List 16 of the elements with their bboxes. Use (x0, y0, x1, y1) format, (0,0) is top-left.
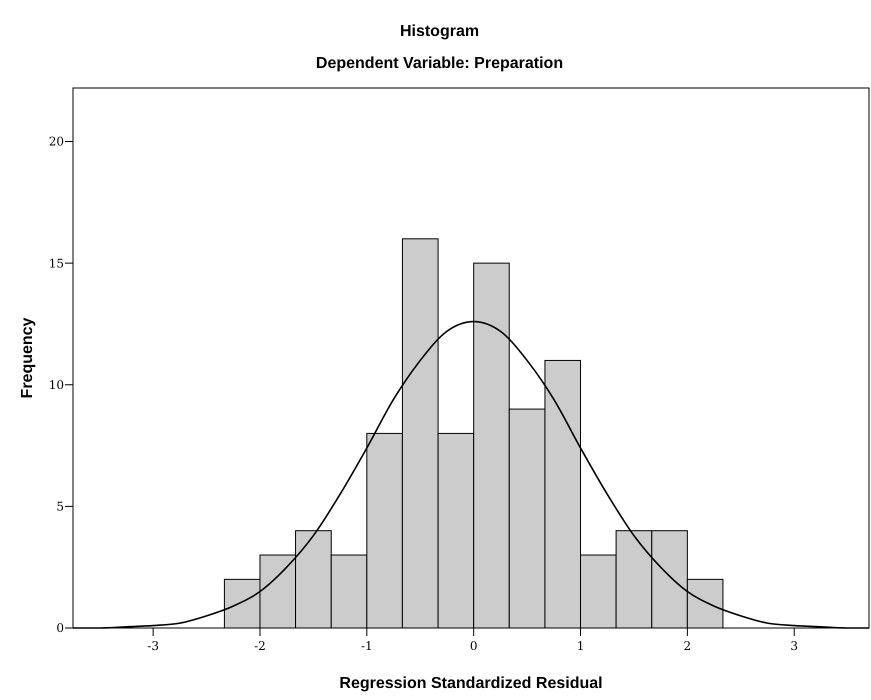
y-tick-label: 5 (56, 500, 64, 514)
x-tick-label: -3 (147, 639, 159, 653)
x-axis-title: Regression Standardized Residual (339, 675, 603, 692)
chart-title: Histogram (400, 23, 480, 40)
y-tick-label: 0 (56, 621, 64, 636)
x-tick-label: 2 (684, 639, 692, 653)
x-tick-label: -1 (360, 639, 373, 653)
y-axis-title: Frequency (19, 317, 36, 398)
y-tick-label: 20 (48, 134, 64, 149)
x-tick-label: 0 (470, 639, 478, 653)
y-tick-label: 10 (48, 378, 64, 392)
chart-subtitle: Dependent Variable: Preparation (316, 55, 564, 72)
y-tick-label: 15 (48, 256, 64, 270)
x-tick-label: -2 (254, 639, 266, 653)
x-tick-label: 3 (790, 639, 798, 653)
x-tick-label: 1 (576, 639, 584, 653)
